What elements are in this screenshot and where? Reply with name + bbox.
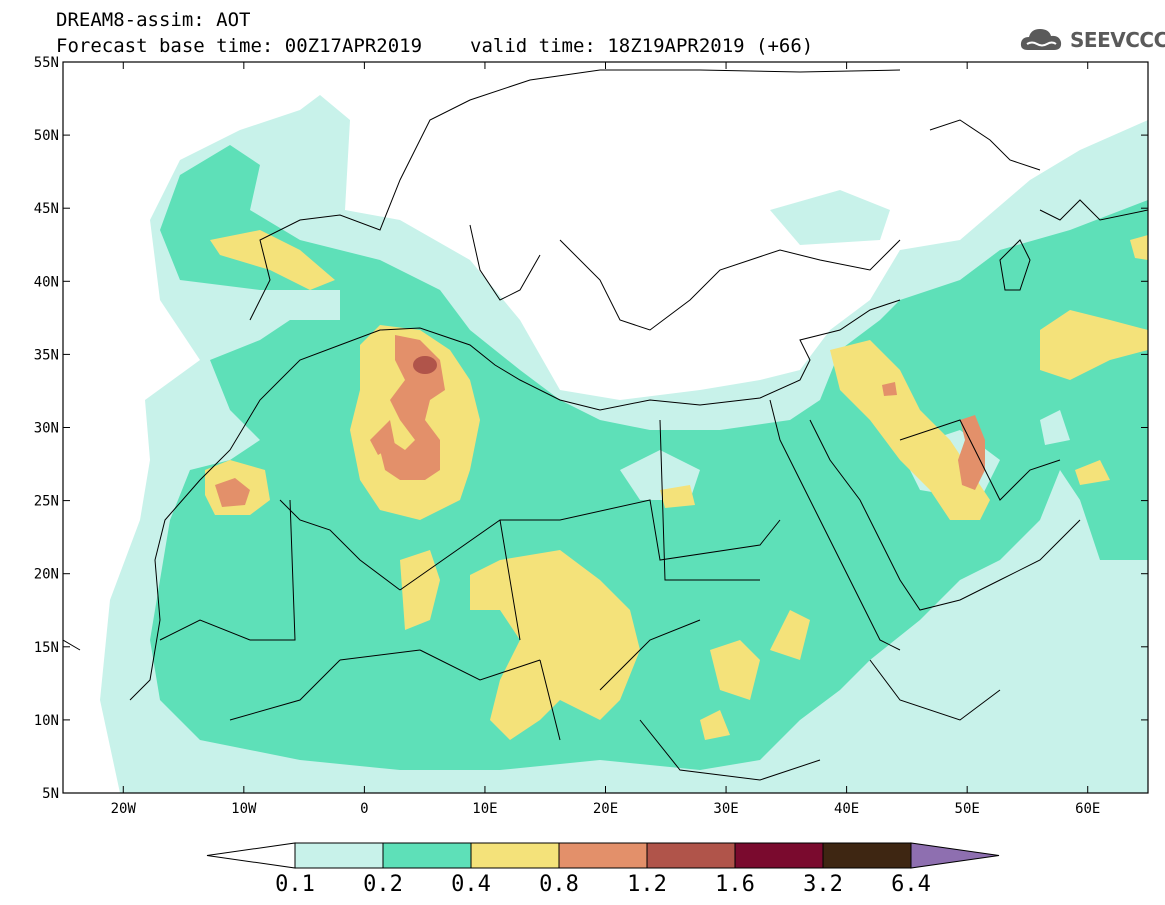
- lat-label: 40N: [34, 274, 59, 290]
- colorbar-label: 0.4: [451, 872, 491, 897]
- colorbar-swatch: [470, 842, 560, 869]
- lon-label: 10E: [472, 801, 497, 817]
- colorbar-label: 6.4: [891, 872, 931, 897]
- colorbar-under-arrow: [206, 842, 296, 869]
- map-title: DREAM8-assim: AOT: [56, 9, 251, 31]
- cloud-icon: [1020, 29, 1062, 50]
- lon-label: 50E: [955, 801, 980, 817]
- colorbar-swatch: [822, 842, 912, 869]
- logo-text: SEEVCCC: [1070, 28, 1165, 52]
- lat-label: 30N: [34, 421, 59, 437]
- lon-label: 10W: [231, 801, 257, 817]
- colorbar-label: 0.2: [363, 872, 403, 897]
- lat-label: 15N: [34, 640, 59, 656]
- base-time: Forecast base time: 00Z17APR2019: [56, 35, 423, 57]
- colorbar-swatch: [382, 842, 472, 869]
- colorbar-swatch: [734, 842, 824, 869]
- map-subtitle: Forecast base time: 00Z17APR2019 valid ti…: [56, 36, 813, 56]
- lon-label: 30E: [713, 801, 738, 817]
- colorbar-label: 0.1: [275, 872, 315, 897]
- colorbar-swatch: [646, 842, 736, 869]
- lat-label: 5N: [42, 786, 59, 802]
- lon-label: 20W: [111, 801, 137, 817]
- colorbar-swatch: [294, 842, 384, 869]
- coastlines-borders: [63, 69, 1148, 781]
- colorbar-label: 1.6: [715, 872, 755, 897]
- colorbar-label: 1.2: [627, 872, 667, 897]
- colorbar-label: 0.8: [539, 872, 579, 897]
- colorbar-over-arrow: [910, 842, 1000, 869]
- aot-level-1.2: [413, 356, 437, 374]
- lat-label: 55N: [34, 55, 59, 71]
- lat-label: 10N: [34, 713, 59, 729]
- lon-label: 20E: [593, 801, 618, 817]
- lat-label: 45N: [34, 201, 59, 217]
- lon-label: 0: [360, 801, 368, 817]
- colorbar: 0.1 0.2 0.4 0.8 1.2 1.6 3.2 6.4: [206, 842, 1000, 897]
- lon-label: 60E: [1075, 801, 1100, 817]
- colorbar-swatch: [558, 842, 648, 869]
- valid-time: valid time: 18Z19APR2019 (+66): [470, 35, 814, 57]
- seevccc-logo: SEEVCCC: [1018, 24, 1165, 56]
- lat-label: 35N: [34, 347, 59, 363]
- colorbar-label: 3.2: [803, 872, 843, 897]
- lat-label: 25N: [34, 494, 59, 510]
- longitude-axis: 20W 10W 0 10E 20E 30E 40E 50E 60E: [111, 62, 1100, 817]
- lat-label: 50N: [34, 128, 59, 144]
- lat-label: 20N: [34, 567, 59, 583]
- latitude-axis: 55N 50N 45N 40N 35N 30N 25N 20N 15N 10N 5N: [34, 55, 1148, 802]
- lon-label: 40E: [834, 801, 859, 817]
